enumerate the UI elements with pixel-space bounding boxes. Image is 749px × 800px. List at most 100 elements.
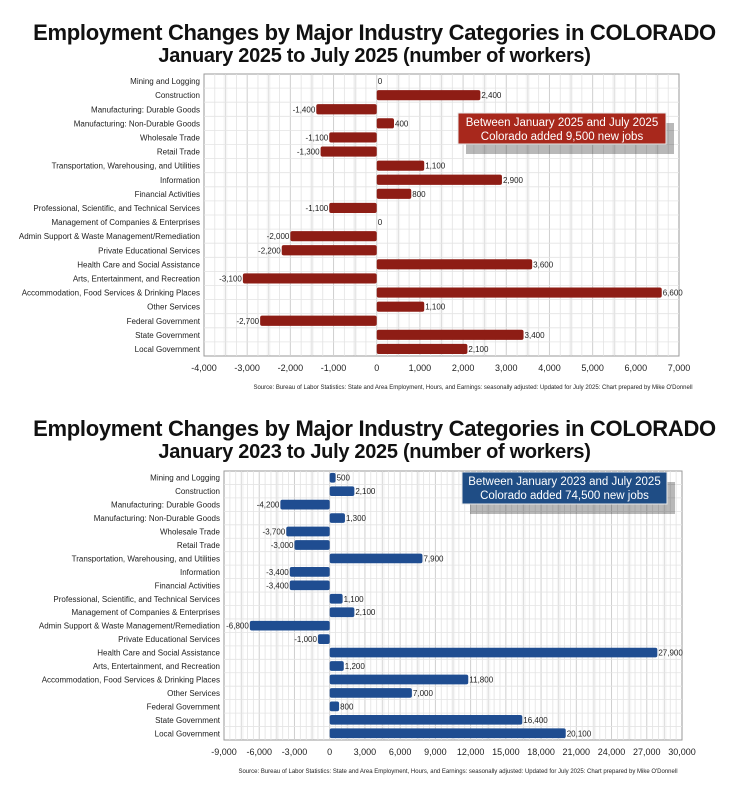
value-label: -4,200 <box>257 501 280 510</box>
x-tick-label: 15,000 <box>492 747 520 757</box>
value-label: 11,800 <box>469 675 493 684</box>
bar <box>329 714 523 725</box>
value-label: -3,000 <box>271 541 294 550</box>
category-label: Health Care and Social Assistance <box>77 260 200 269</box>
bar <box>376 160 425 171</box>
category-label: Information <box>180 568 220 577</box>
bar <box>329 513 345 523</box>
category-label: Federal Government <box>147 702 221 711</box>
source-note: Source: Bureau of Labor Statistics: Stat… <box>253 385 692 391</box>
value-label: -2,700 <box>236 317 259 326</box>
bar <box>329 553 423 564</box>
value-label: 500 <box>337 474 351 483</box>
chart2-plot: Mining and Logging 500 Construction 2,100 Ma… <box>39 470 696 775</box>
value-label: 7,000 <box>413 689 434 698</box>
value-label: 1,100 <box>344 595 365 604</box>
x-tick-label: -9,000 <box>211 747 237 757</box>
category-label: Transportation, Warehousing, and Utiliti… <box>72 554 220 563</box>
bar <box>329 647 658 658</box>
chart1-subtitle: January 2025 to July 2025 (number of wor… <box>158 45 591 67</box>
bar <box>280 499 330 510</box>
value-label: -2,000 <box>267 232 290 241</box>
bar <box>376 90 481 101</box>
value-label: -3,100 <box>219 274 242 283</box>
bar <box>242 273 377 284</box>
x-tick-label: 24,000 <box>598 747 626 757</box>
bar <box>329 607 355 618</box>
bar <box>316 104 377 115</box>
category-label: Construction <box>175 487 220 496</box>
x-tick-label: 18,000 <box>527 747 555 757</box>
bar <box>260 315 377 326</box>
bar <box>376 259 533 270</box>
x-tick-label: 21,000 <box>563 747 591 757</box>
source-note: Source: Bureau of Labor Statistics: Stat… <box>238 769 677 775</box>
value-label: 7,900 <box>423 554 444 563</box>
category-label: Accommodation, Food Services & Drinking … <box>42 675 220 684</box>
value-label: 16,400 <box>523 716 548 725</box>
value-label: 1,100 <box>425 162 446 171</box>
value-label: -3,400 <box>266 581 289 590</box>
bar <box>376 301 425 312</box>
bar <box>376 329 524 340</box>
bar <box>317 634 330 644</box>
x-tick-label: 5,000 <box>581 363 604 373</box>
value-label: 27,900 <box>658 649 683 658</box>
value-label: 1,200 <box>345 662 366 671</box>
bar <box>376 188 412 199</box>
bar <box>294 540 330 550</box>
category-label: Professional, Scientific, and Technical … <box>53 595 220 604</box>
category-label: Admin Support & Waste Management/Remedia… <box>19 232 200 241</box>
x-tick-label: 12,000 <box>457 747 485 757</box>
category-label: Local Government <box>155 729 221 738</box>
category-label: Other Services <box>167 689 220 698</box>
bar <box>329 593 343 604</box>
bar <box>329 486 355 497</box>
callout-line: Between January 2023 and July 2025 <box>468 476 660 488</box>
bar <box>281 245 377 256</box>
category-label: Manufacturing: Non-Durable Goods <box>74 119 200 128</box>
chart1-plot: Mining and Logging 0 Construction 2,400 Manu… <box>19 73 693 391</box>
bar <box>289 567 330 577</box>
value-label: -3,400 <box>266 568 289 577</box>
value-label: -6,800 <box>226 622 249 631</box>
value-label: 20,100 <box>567 729 592 738</box>
category-label: State Government <box>135 331 201 340</box>
category-label: Accommodation, Food Services & Drinking … <box>22 289 200 298</box>
category-label: Construction <box>155 91 200 100</box>
category-label: Manufacturing: Durable Goods <box>111 501 220 510</box>
x-tick-label: 3,000 <box>354 747 377 757</box>
category-label: Retail Trade <box>157 148 201 157</box>
value-label: -3,700 <box>263 528 286 537</box>
chart1-title: Employment Changes by Major Industry Cat… <box>33 20 716 45</box>
x-tick-label: 9,000 <box>424 747 447 757</box>
value-label: 3,400 <box>525 331 546 340</box>
category-label: Transportation, Warehousing, and Utiliti… <box>52 162 200 171</box>
category-label: Arts, Entertainment, and Recreation <box>93 662 220 671</box>
callout-line: Colorado added 74,500 new jobs <box>480 490 649 502</box>
bar <box>329 202 377 214</box>
chart2-subtitle: January 2023 to July 2025 (number of wor… <box>158 441 591 463</box>
value-label: 2,900 <box>503 176 524 185</box>
value-label: -1,000 <box>294 635 317 644</box>
value-label: -1,300 <box>297 148 320 157</box>
x-tick-label: -3,000 <box>234 363 260 373</box>
chart2-title: Employment Changes by Major Industry Cat… <box>33 416 716 441</box>
value-label: -1,100 <box>306 204 329 213</box>
bar <box>289 580 330 591</box>
value-label: 800 <box>412 190 426 199</box>
value-label: -1,100 <box>306 133 329 142</box>
x-tick-label: 30,000 <box>668 747 696 757</box>
value-label: 3,600 <box>533 260 554 269</box>
category-label: Arts, Entertainment, and Recreation <box>73 274 200 283</box>
category-label: Private Educational Services <box>98 246 200 255</box>
value-label: -1,400 <box>293 105 316 114</box>
value-label: 1,100 <box>425 303 446 312</box>
bar <box>329 472 336 483</box>
category-label: Mining and Logging <box>130 77 200 86</box>
bar <box>286 526 330 537</box>
bar <box>376 174 502 185</box>
x-tick-label: -4,000 <box>191 363 217 373</box>
category-label: Other Services <box>147 303 200 312</box>
category-label: State Government <box>155 716 221 725</box>
